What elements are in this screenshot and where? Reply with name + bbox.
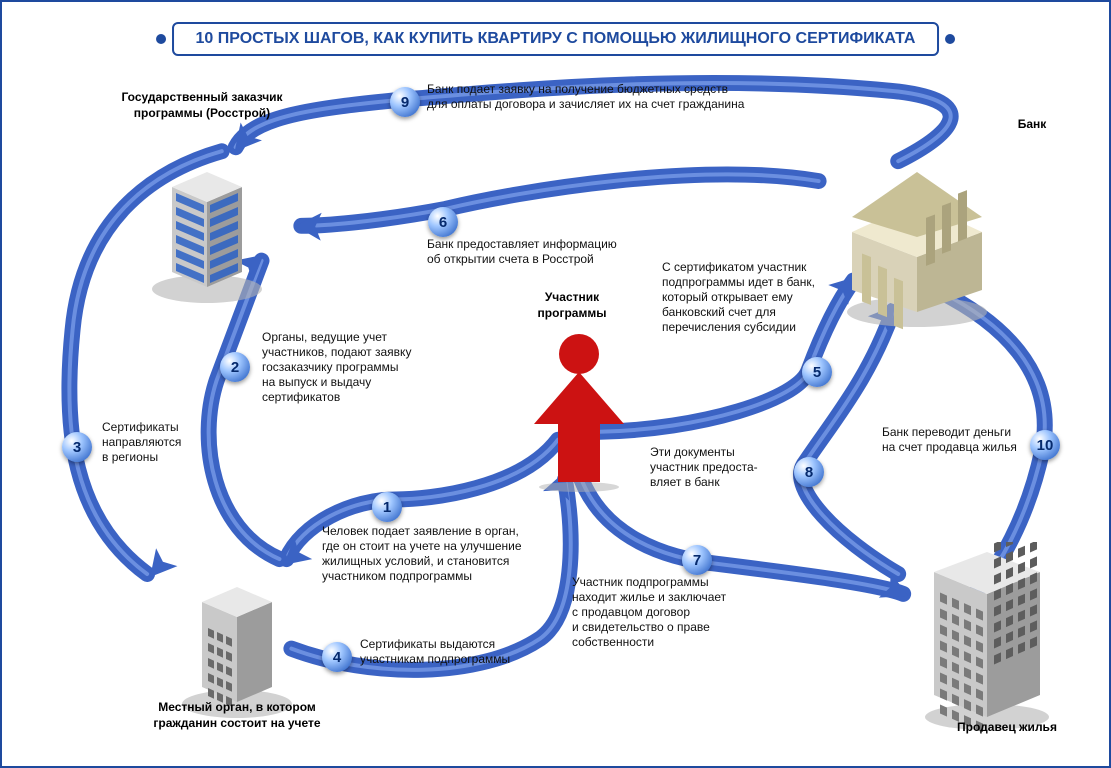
label-bank: Банк (992, 117, 1072, 133)
step-badge-1: 1 (372, 492, 402, 522)
infographic-canvas: 10 ПРОСТЫХ ШАГОВ, КАК КУПИТЬ КВАРТИРУ С … (0, 0, 1111, 768)
rosstroy-building-icon (142, 147, 272, 307)
participant-icon (532, 332, 627, 492)
step-text-3: Сертификатынаправляютсяв регионы (102, 420, 222, 465)
step-badge-7: 7 (682, 545, 712, 575)
step-badge-4: 4 (322, 642, 352, 672)
step-badge-6: 6 (428, 207, 458, 237)
step-text-1: Человек подает заявление в орган,где он … (322, 524, 552, 584)
step-text-5: С сертификатом участникподпрограммы идет… (662, 260, 862, 335)
label-seller: Продавец жилья (922, 720, 1092, 736)
seller-building-icon (912, 542, 1062, 732)
step-badge-10: 10 (1030, 430, 1060, 460)
step-badge-9: 9 (390, 87, 420, 117)
step-text-8: Эти документыучастник предоста-вляет в б… (650, 445, 790, 490)
page-title: 10 ПРОСТЫХ ШАГОВ, КАК КУПИТЬ КВАРТИРУ С … (172, 22, 940, 56)
label-local-body: Местный орган, в которомгражданин состои… (97, 700, 377, 731)
step-text-10: Банк переводит деньгина счет продавца жи… (882, 425, 1032, 455)
label-participant: Участникпрограммы (502, 290, 642, 321)
step-text-4: Сертификаты выдаютсяучастникам подпрогра… (360, 637, 560, 667)
step-badge-2: 2 (220, 352, 250, 382)
step-text-6: Банк предоставляет информациюоб открытии… (427, 237, 657, 267)
label-rosstroy: Государственный заказчикпрограммы (Росст… (82, 90, 322, 121)
step-text-9: Банк подает заявку на получение бюджетны… (427, 82, 807, 112)
step-text-2: Органы, ведущие учетучастников, подают з… (262, 330, 462, 405)
local-body-building-icon (172, 562, 302, 722)
step-badge-8: 8 (794, 457, 824, 487)
step-text-7: Участник подпрограммынаходит жилье и зак… (572, 575, 772, 650)
step-badge-3: 3 (62, 432, 92, 462)
step-badge-5: 5 (802, 357, 832, 387)
